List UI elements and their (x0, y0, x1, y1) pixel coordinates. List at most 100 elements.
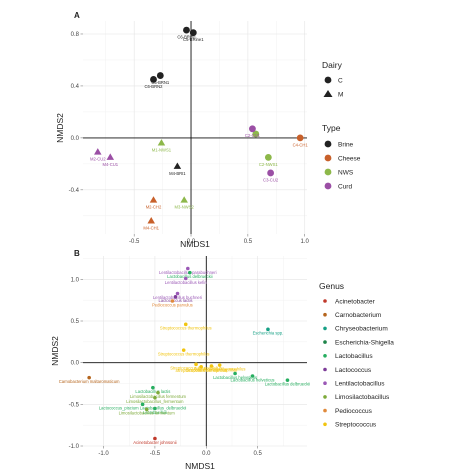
data-point-circle (181, 348, 186, 352)
legend-label: NWS (338, 170, 354, 177)
point-label: Limosilactobacillus fermentum (130, 394, 187, 399)
legend-key-circle (324, 76, 332, 84)
data-point-circle (183, 322, 188, 327)
data-point-triangle (173, 162, 182, 169)
legend-label: Escherichia-Shigella (335, 339, 394, 346)
point-label: Streptococcus thermophilus (158, 352, 210, 357)
point-label: Limosilactobacillus fermentum (119, 411, 176, 416)
legend-key-circle (323, 354, 327, 358)
legend-key-circle (323, 326, 327, 331)
point-label: C2-CU1 (245, 133, 261, 138)
legend-label: Cheese (338, 156, 361, 163)
legend-key-circle (323, 312, 327, 317)
legend-label: Brine (338, 142, 354, 149)
point-label: C6-BRN2 (145, 84, 164, 89)
data-point-circle (233, 371, 237, 376)
data-point-circle (175, 291, 180, 296)
y-tick-label: 0.8 (71, 32, 80, 38)
point-label: M4-CU1 (102, 162, 118, 167)
point-label: Streptococcus thermophilus (194, 367, 246, 372)
x-tick-label: -0.5 (129, 239, 140, 245)
legend-key-circle (323, 422, 327, 427)
legend-key-circle (323, 395, 327, 399)
legend-title-type: Type (322, 123, 341, 133)
point-label: C3-CU2 (263, 177, 279, 182)
legend-label: Pediococcus (335, 408, 373, 415)
legend-label: Limosilactobacillus (335, 394, 390, 401)
point-label: Streptococcus thermophilus (186, 367, 238, 372)
data-point-circle (264, 153, 272, 161)
point-label: Acinetobacter johnsonii (133, 440, 176, 445)
point-label: M4-CH1 (143, 225, 159, 230)
data-point-triangle (149, 196, 158, 203)
legend-key-triangle (323, 90, 333, 97)
legend-label: Lactobacillus (335, 353, 373, 360)
x-tick-label: 0.0 (202, 451, 211, 457)
data-point-circle (249, 125, 256, 133)
point-label: M4-BRI1 (169, 171, 186, 176)
y-tick-label: 1.0 (71, 277, 80, 283)
point-label: M3-NWS2 (175, 205, 195, 210)
data-point-circle (150, 76, 157, 83)
y-tick-label: -0.5 (69, 402, 80, 408)
legend-label: Streptococcus (335, 422, 377, 429)
point-label: Lentilactobacillus buchneri (153, 295, 202, 300)
legend-key-circle (323, 408, 327, 413)
data-point-circle (194, 362, 198, 367)
data-point-circle (170, 299, 175, 303)
data-point-circle (267, 169, 275, 177)
legend-label: Lactococcus (335, 367, 372, 374)
point-label: C5-BRN1 (151, 80, 170, 85)
data-point-circle (189, 29, 197, 37)
data-point-circle (217, 363, 222, 367)
data-point-triangle (157, 139, 166, 146)
point-label: C6-BRine (177, 34, 196, 39)
legend-label: C (338, 78, 343, 85)
data-point-circle (266, 327, 270, 332)
data-point-circle (151, 385, 155, 390)
data-point-circle (87, 375, 91, 380)
point-label: C2-NWS1 (259, 162, 279, 167)
legend-label: Chryseobacterium (335, 326, 388, 333)
data-point-circle (199, 365, 203, 369)
legend-title-genus: Genus (319, 281, 344, 291)
data-point-circle (296, 134, 304, 142)
y-tick-label: 0.4 (71, 84, 80, 90)
plot-area (83, 256, 307, 446)
point-label: Streptococcus thermophilus (160, 326, 212, 331)
panel-letter: A (74, 11, 80, 20)
point-label: M2-CU2 (90, 157, 106, 162)
data-point-circle (186, 266, 190, 271)
data-point-circle (153, 406, 157, 411)
x-axis-title: NMDS1 (180, 239, 210, 249)
legend-key-circle (323, 299, 327, 303)
data-point-circle (183, 276, 188, 281)
y-axis-title: NMDS2 (50, 336, 60, 366)
data-point-circle (153, 436, 157, 441)
legend-label: Carnobacterium (335, 312, 381, 319)
panel-a: -0.5 0.0 0.5 1.0 -0.4 0.0 0.4 0.8 NMDS1 NMDS2 A C6-… (55, 11, 361, 249)
legend-key-circle (324, 140, 332, 148)
x-tick-label: -1.0 (98, 451, 109, 457)
data-point-circle (153, 395, 157, 400)
point-label: Streptococcus thermophilus (175, 368, 227, 373)
legend-label: M (338, 92, 343, 99)
legend-key-circle (323, 367, 327, 372)
data-point-triangle (94, 148, 102, 155)
y-tick-label: 0.5 (71, 319, 80, 325)
data-point-circle (140, 402, 145, 407)
data-point-circle (156, 390, 160, 395)
data-point-triangle (147, 217, 155, 224)
y-axis-title: NMDS2 (55, 113, 65, 143)
point-label: Lactobacillus lactis (135, 389, 170, 394)
data-point-circle (156, 72, 164, 79)
point-label: Limosilactobacillus_fermentum (126, 399, 184, 404)
y-tick-label: -1.0 (69, 444, 80, 450)
point-label: Pediococcus parvulus (152, 302, 193, 307)
data-point-triangle (180, 196, 188, 203)
data-point-circle (250, 374, 255, 378)
x-tick-label: 0.5 (244, 239, 253, 245)
legend-key-circle (323, 381, 327, 386)
point-label: C4-CH1 (293, 142, 309, 147)
data-point-circle (144, 407, 149, 412)
